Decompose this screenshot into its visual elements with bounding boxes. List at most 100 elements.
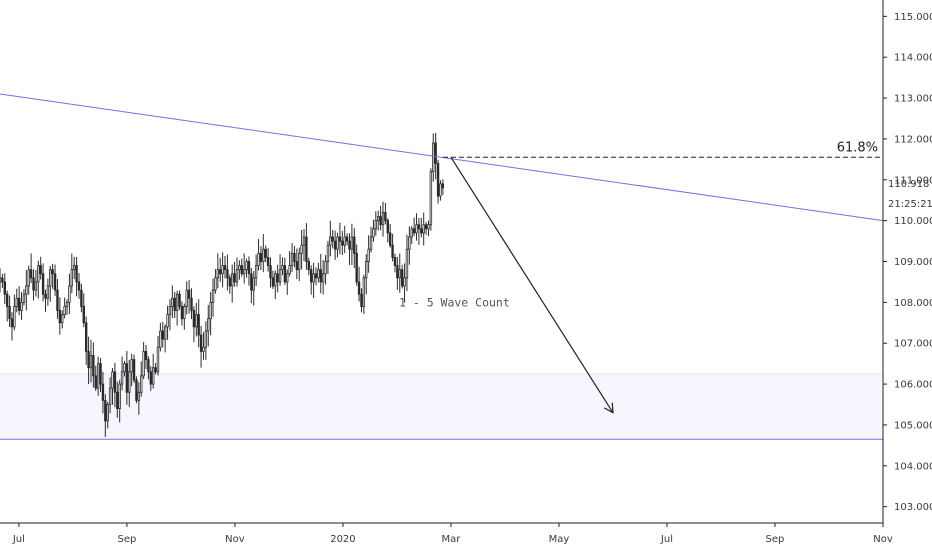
candle-body [53, 273, 57, 291]
candle-138 [329, 220, 332, 257]
candle-body [207, 318, 210, 332]
candle-156 [372, 219, 375, 242]
candle-body [233, 273, 236, 283]
candle-38 [89, 339, 93, 383]
candle-body [221, 265, 224, 275]
candle-body [17, 297, 21, 311]
candle-body [120, 371, 124, 385]
candle-body [309, 269, 313, 283]
candle-164 [391, 233, 394, 262]
candle-body [94, 375, 97, 389]
candle-39 [92, 342, 95, 388]
candle-174 [415, 213, 418, 241]
price-axis-panel [883, 0, 932, 550]
candle-body [441, 183, 445, 189]
candle-body [367, 248, 370, 262]
price-candles [0, 133, 445, 437]
candle-73 [173, 291, 176, 319]
candle-50 [118, 379, 121, 423]
candle-115 [274, 270, 277, 300]
candle-body [427, 224, 430, 230]
candle-body [369, 236, 373, 250]
candle-181 [432, 133, 435, 182]
candle-101 [240, 258, 243, 277]
candle-body [3, 281, 6, 295]
candle-109 [259, 245, 263, 270]
candle-31 [73, 256, 76, 280]
candle-83 [197, 299, 200, 348]
candle-36 [84, 316, 88, 365]
candle-body [147, 359, 150, 373]
candle-104 [247, 256, 251, 286]
candle-10 [22, 289, 26, 306]
projection-arrow-shaft [450, 156, 614, 414]
candle-134 [319, 254, 322, 294]
y-tick-label: 104.000 [894, 461, 932, 472]
candle-180 [429, 168, 433, 231]
candle-86 [204, 321, 208, 360]
candle-122 [290, 243, 294, 273]
candle-89 [211, 278, 215, 317]
candle-body [25, 285, 28, 295]
candle-43 [101, 371, 105, 414]
candle-body [329, 236, 332, 246]
candle-154 [367, 235, 370, 273]
candle-body [365, 261, 368, 279]
candle-body [20, 301, 23, 311]
candle-body [10, 318, 14, 328]
candle-137 [326, 240, 330, 275]
candle-body [247, 261, 251, 275]
candle-body [192, 310, 196, 328]
candle-129 [307, 257, 310, 276]
candle-126 [300, 230, 303, 270]
candle-body [171, 297, 174, 307]
candle-body [317, 269, 320, 279]
candle-body [183, 306, 186, 320]
candle-152 [362, 274, 366, 314]
candle-0 [0, 268, 2, 293]
candle-59 [140, 361, 143, 397]
candle-45 [106, 401, 109, 429]
candle-body [39, 265, 42, 275]
candle-60 [142, 341, 145, 380]
candle-26 [61, 310, 64, 329]
candle-body [56, 289, 59, 311]
candle-135 [321, 260, 325, 295]
candle-body [140, 375, 143, 393]
candle-body [372, 228, 375, 238]
candle-95 [226, 254, 229, 291]
candle-body [238, 265, 241, 271]
candle-112 [266, 248, 270, 272]
candle-111 [264, 245, 267, 263]
candle-body [154, 367, 157, 373]
candle-body [199, 334, 203, 352]
y-tick-label: 110.000 [894, 216, 932, 227]
candle-body [276, 273, 279, 283]
candle-49 [116, 381, 119, 418]
candle-body [274, 273, 277, 287]
candle-91 [216, 253, 220, 289]
candle-body [393, 257, 397, 266]
candle-74 [175, 290, 179, 326]
candle-14 [32, 269, 35, 301]
candle-body [374, 220, 378, 230]
candle-body [80, 289, 83, 307]
candle-body [49, 269, 52, 287]
candle-144 [343, 225, 346, 254]
candle-body [384, 212, 387, 222]
candle-149 [355, 244, 358, 286]
candle-body [106, 404, 109, 422]
candle-body [142, 350, 145, 377]
candle-185 [441, 179, 445, 196]
candle-11 [25, 270, 28, 311]
candle-body [300, 244, 303, 254]
candle-97 [230, 264, 234, 303]
candle-177 [422, 212, 425, 246]
x-tick-label: Sep [766, 534, 785, 545]
candle-23 [53, 264, 57, 296]
candle-151 [360, 288, 363, 313]
candle-body [422, 224, 425, 234]
candle-116 [276, 264, 279, 293]
candle-44 [104, 394, 107, 437]
